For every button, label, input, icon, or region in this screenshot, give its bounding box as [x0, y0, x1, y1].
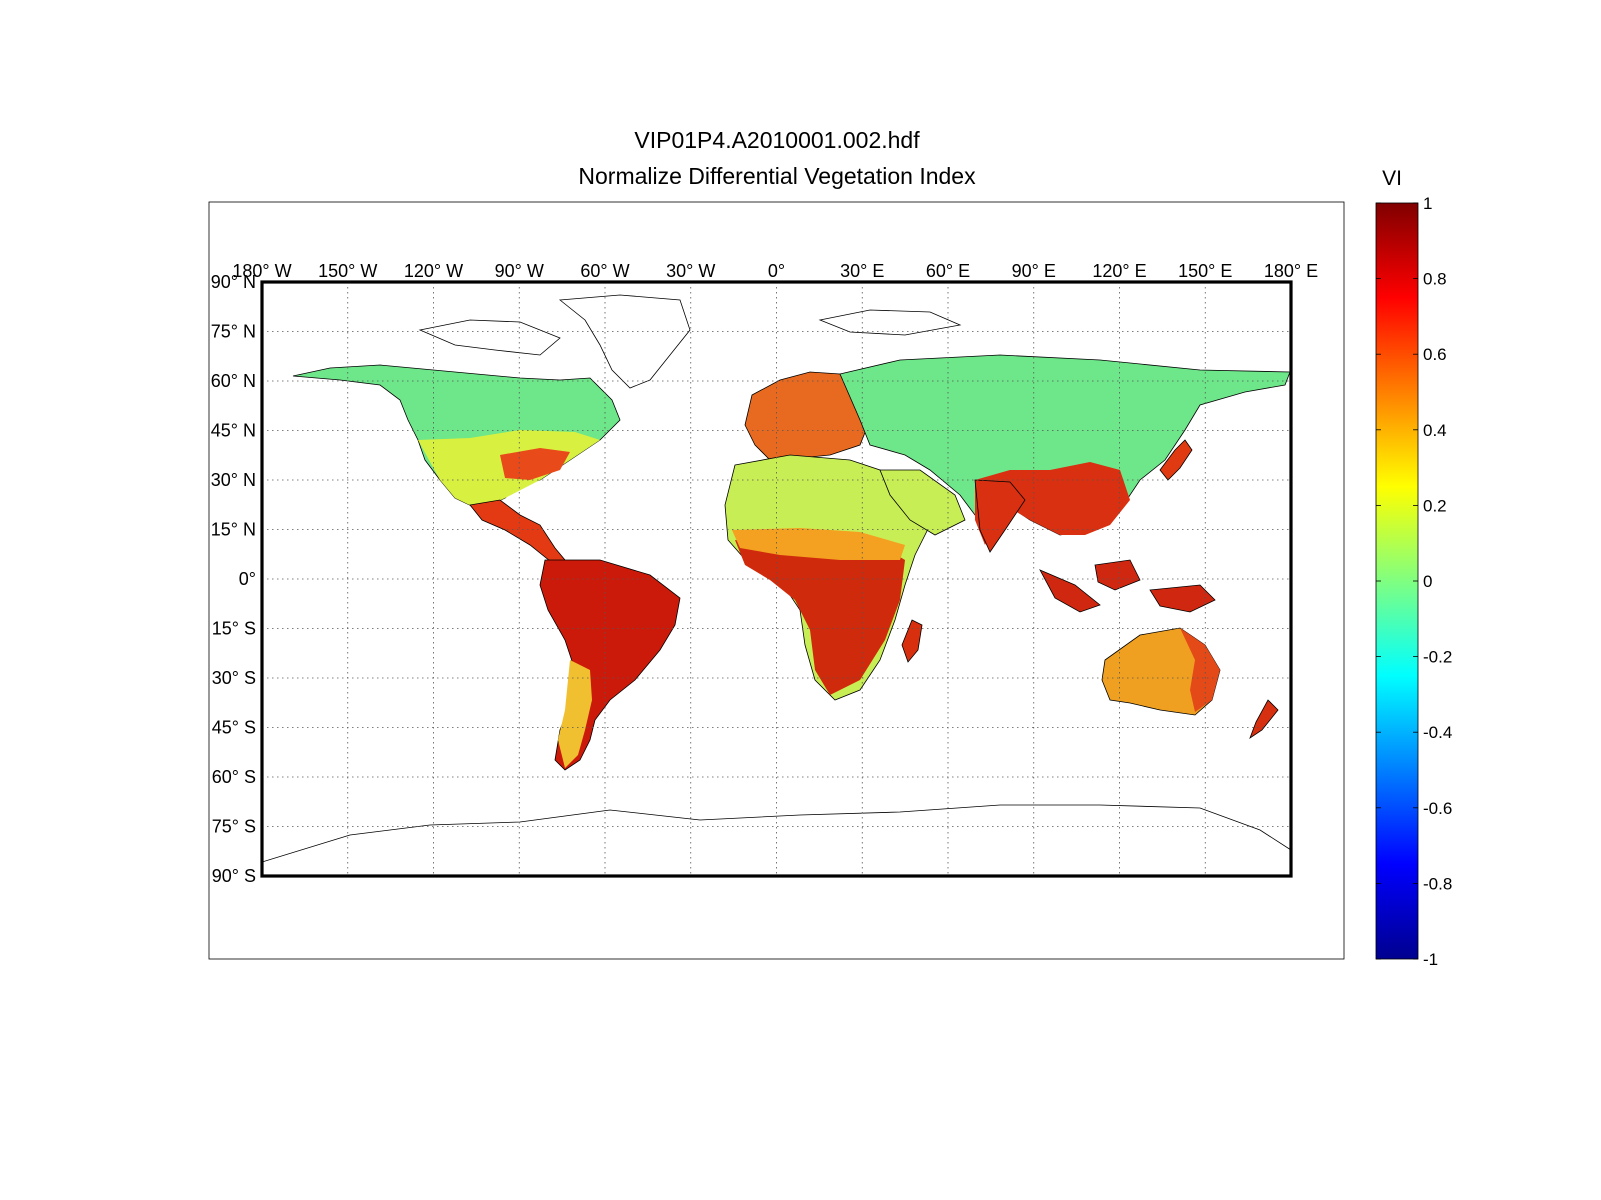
longitude-tick-label: 180° W	[232, 261, 291, 281]
latitude-tick-label: 75° N	[211, 322, 256, 342]
colorbar-tick-label: -0.8	[1423, 874, 1452, 893]
greenland-landmass	[558, 294, 691, 389]
latitude-tick-label: 0°	[239, 569, 256, 589]
madagascar-landmass	[901, 619, 923, 663]
colorbar-tick-label: 0.2	[1423, 496, 1447, 515]
longitude-tick-label: 60° E	[926, 261, 970, 281]
new-zealand-islands	[1249, 699, 1279, 740]
map-border	[260, 280, 1293, 878]
latitude-tick-label: 45° N	[211, 421, 256, 441]
latitude-tick-label: 60° S	[212, 767, 256, 787]
longitude-tick-label: 150° E	[1178, 261, 1232, 281]
colorbar-tick-label: -0.4	[1423, 723, 1452, 742]
world-map: 180° W 150° W 120° W 90° W 60° W 30° W 0° 30° E…	[211, 261, 1318, 886]
colorbar: VI 1 0.8 0.6 0.4 0.2 0 -0.2 -0.4 -0.6 -0.8 -1	[1375, 167, 1452, 969]
longitude-tick-label: 150° W	[318, 261, 377, 281]
figure-subtitle: Normalize Differential Vegetation Index	[578, 163, 976, 189]
south-asia-vegetation	[975, 462, 1130, 545]
latitude-tick-label: 90° N	[211, 272, 256, 292]
latitude-tick-label: 15° N	[211, 520, 256, 540]
latitude-tick-label: 75° S	[212, 817, 256, 837]
longitude-tick-label: 30° W	[666, 261, 715, 281]
longitude-labels: 180° W 150° W 120° W 90° W 60° W 30° W 0° 30° E…	[232, 261, 1318, 281]
latitude-tick-label: 90° S	[212, 866, 256, 886]
latitude-tick-label: 30° S	[212, 668, 256, 688]
arctic-archipelago	[418, 309, 962, 356]
latitude-tick-label: 15° S	[212, 619, 256, 639]
colorbar-tick-label: 1	[1423, 194, 1432, 213]
graticule	[262, 282, 1291, 876]
colorbar-tick-label: 0.8	[1423, 270, 1447, 289]
colorbar-title: VI	[1382, 167, 1402, 190]
colorbar-tick-label: 0.4	[1423, 421, 1447, 440]
axes-frame	[208, 201, 1345, 960]
colorbar-tick-label: 0.6	[1423, 345, 1447, 364]
asia-landmass	[839, 354, 1291, 536]
colorbar-tick-label: -0.2	[1423, 648, 1452, 667]
latitude-tick-label: 45° S	[212, 718, 256, 738]
south-america-dry-south	[558, 660, 592, 768]
latitude-tick-label: 30° N	[211, 470, 256, 490]
colorbar-ticks: 1 0.8 0.6 0.4 0.2 0 -0.2 -0.4 -0.6 -0.8 -1	[1376, 194, 1452, 969]
africa-sahel-band	[732, 528, 905, 560]
arabian-peninsula	[879, 469, 966, 536]
australia-east-vegetation	[1180, 628, 1220, 712]
figure-title: VIP01P4.A2010001.002.hdf	[634, 127, 920, 153]
india-peninsula	[974, 479, 1026, 553]
eastern-us-vegetation	[500, 448, 570, 480]
colorbar-tick-label: -1	[1423, 950, 1438, 969]
longitude-tick-label: 120° E	[1092, 261, 1146, 281]
longitude-tick-label: 180° E	[1264, 261, 1318, 281]
colorbar-tick-label: -0.6	[1423, 799, 1452, 818]
colorbar-tick-label: 0	[1423, 572, 1432, 591]
latitude-tick-label: 60° N	[211, 371, 256, 391]
longitude-tick-label: 120° W	[404, 261, 463, 281]
longitude-tick-label: 30° E	[840, 261, 884, 281]
longitude-tick-label: 90° E	[1012, 261, 1056, 281]
longitude-tick-label: 0°	[768, 261, 785, 281]
latitude-labels: 90° N 75° N 60° N 45° N 30° N 15° N 0° 15° S 30°…	[211, 272, 256, 886]
longitude-tick-label: 60° W	[580, 261, 629, 281]
colorbar-gradient	[1375, 202, 1419, 960]
longitude-tick-label: 90° W	[495, 261, 544, 281]
